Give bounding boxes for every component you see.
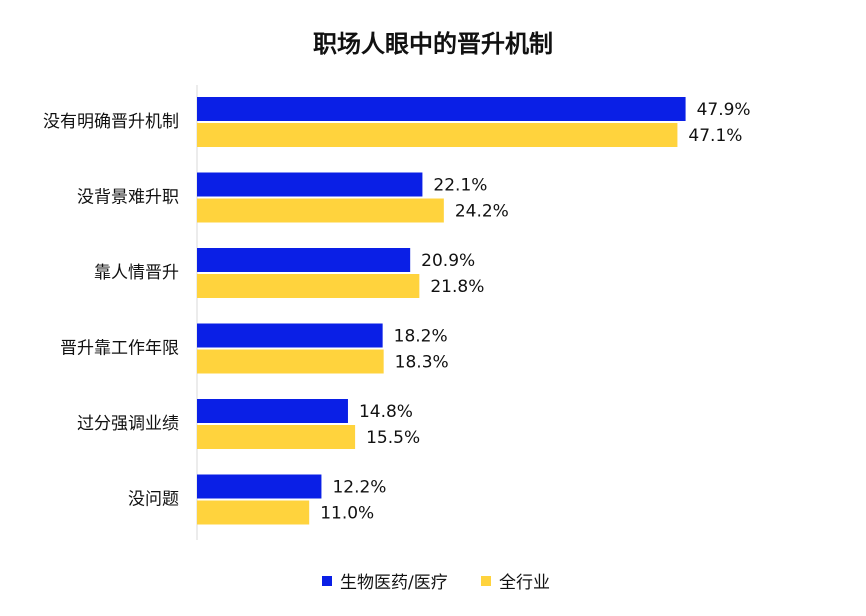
bar-biomed	[197, 474, 322, 499]
category-label: 靠人情晋升	[94, 263, 179, 283]
category-label: 晋升靠工作年限	[60, 339, 179, 359]
value-label-biomed: 20.9%	[421, 251, 475, 271]
value-label-all-industry: 24.2%	[455, 202, 509, 222]
category-label: 没有明确晋升机制	[43, 112, 179, 132]
bar-all-industry	[197, 500, 310, 525]
bar-biomed	[197, 172, 423, 197]
bar-biomed	[197, 399, 348, 423]
legend: 生物医药/医疗 全行业	[322, 573, 550, 593]
bar-biomed	[197, 323, 383, 348]
chart-title: 职场人眼中的晋升机制	[313, 30, 553, 58]
bar-all-industry	[197, 349, 384, 374]
bar-all-industry	[197, 425, 356, 449]
value-label-biomed: 18.2%	[394, 327, 448, 347]
category-label: 没问题	[128, 490, 179, 510]
legend-label-all: 全行业	[499, 573, 550, 593]
bar-biomed	[197, 248, 411, 272]
value-labels: 47.9% 47.1% 22.1% 24.2% 20.9% 21.8% 18.2% 18.3%…	[320, 100, 750, 524]
legend-label-biomed: 生物医药/医疗	[340, 573, 448, 593]
value-label-all-industry: 18.3%	[395, 353, 449, 373]
value-label-all-industry: 47.1%	[688, 126, 742, 146]
category-label: 没背景难升职	[77, 188, 179, 208]
legend-swatch-biomed	[322, 576, 332, 586]
bars-layer	[197, 97, 686, 525]
bar-all-industry	[197, 198, 444, 223]
value-label-all-industry: 11.0%	[320, 504, 374, 524]
value-label-biomed: 12.2%	[332, 478, 386, 498]
legend-swatch-all	[481, 576, 491, 586]
bar-all-industry	[197, 274, 420, 298]
bar-all-industry	[197, 123, 678, 147]
value-label-all-industry: 21.8%	[430, 277, 484, 297]
bar-biomed	[197, 97, 686, 121]
value-label-biomed: 14.8%	[359, 402, 413, 422]
category-label: 过分强调业绩	[77, 414, 179, 434]
value-label-biomed: 22.1%	[433, 176, 487, 196]
value-label-all-industry: 15.5%	[366, 428, 420, 448]
value-label-biomed: 47.9%	[697, 100, 751, 120]
